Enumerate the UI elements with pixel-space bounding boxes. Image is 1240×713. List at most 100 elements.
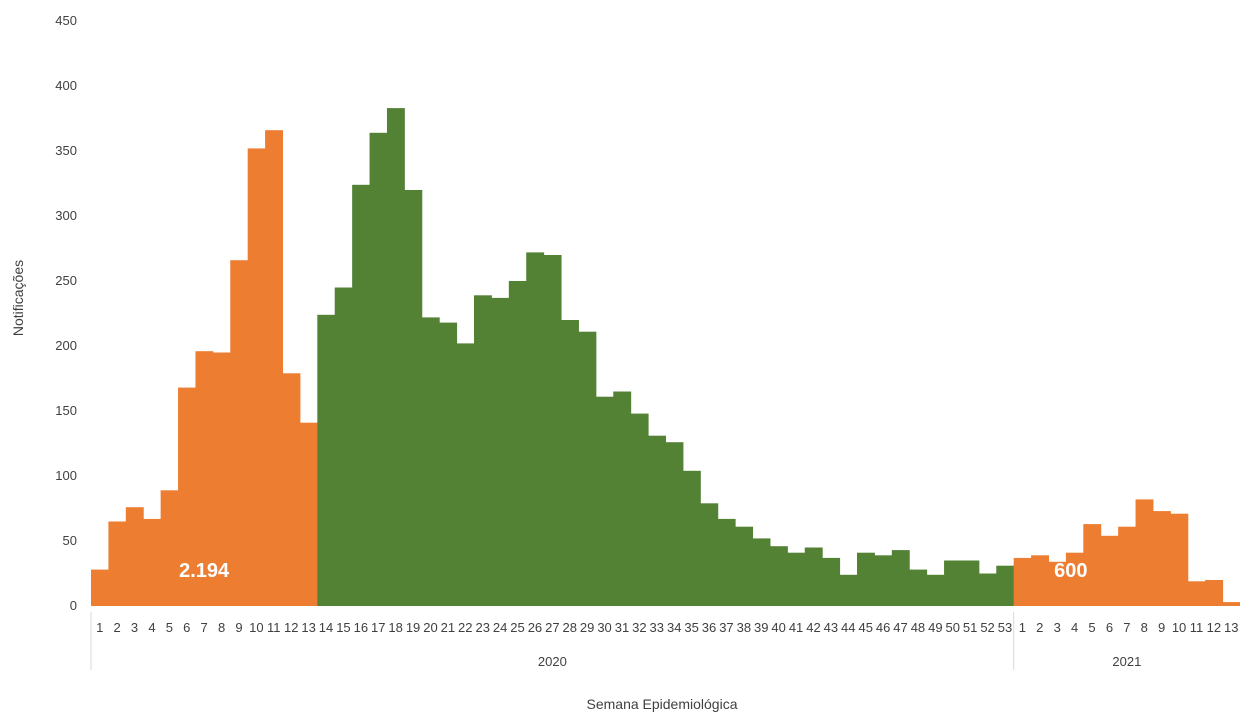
x-tick-label: 33	[650, 620, 664, 635]
x-tick-label: 45	[858, 620, 872, 635]
x-tick-label: 48	[911, 620, 925, 635]
bar	[978, 573, 997, 606]
x-tick-label: 42	[806, 620, 820, 635]
bar	[665, 442, 684, 606]
bar	[1222, 602, 1240, 606]
bar	[857, 552, 875, 606]
x-tick-label: 38	[737, 620, 751, 635]
x-tick-label: 32	[632, 620, 646, 635]
bar	[944, 560, 962, 606]
bar	[125, 507, 144, 606]
bar	[961, 560, 980, 606]
x-tick-label: 4	[1071, 620, 1078, 635]
y-tick-label: 400	[55, 78, 77, 93]
x-tick-label: 21	[441, 620, 455, 635]
x-tick-label: 7	[1123, 620, 1130, 635]
bar	[700, 503, 719, 606]
bar	[595, 396, 614, 606]
x-tick-label: 39	[754, 620, 768, 635]
bar	[386, 108, 405, 606]
x-tick-label: 24	[493, 620, 507, 635]
x-tick-label: 9	[1158, 620, 1165, 635]
bar	[508, 281, 527, 606]
x-tick-label: 2	[1036, 620, 1043, 635]
bar	[1031, 555, 1049, 606]
x-tick-label: 23	[475, 620, 489, 635]
x-tick-label: 20	[423, 620, 437, 635]
bar	[143, 518, 162, 606]
bar	[299, 422, 318, 606]
x-tick-label: 8	[218, 620, 225, 635]
x-tick-label: 12	[1207, 620, 1221, 635]
y-tick-label: 350	[55, 143, 77, 158]
bar	[1205, 580, 1224, 606]
bar	[456, 343, 475, 606]
x-tick-label: 47	[893, 620, 907, 635]
bar	[247, 148, 266, 606]
bar	[1100, 535, 1119, 606]
bar	[769, 546, 788, 606]
bar	[369, 132, 388, 607]
year-group-label: 2021	[1112, 654, 1141, 669]
y-axis-title: Notificações	[10, 260, 26, 336]
bar	[787, 552, 806, 606]
x-tick-label: 9	[235, 620, 242, 635]
bar	[195, 351, 214, 606]
bar	[735, 526, 754, 606]
x-tick-label: 3	[131, 620, 138, 635]
x-tick-label: 34	[667, 620, 681, 635]
y-tick-label: 0	[70, 598, 77, 613]
y-tick-label: 250	[55, 273, 77, 288]
x-tick-label: 37	[719, 620, 733, 635]
period-total-label: 2.194	[179, 560, 230, 582]
bar	[1013, 557, 1032, 606]
x-tick-label: 27	[545, 620, 559, 635]
bar	[1152, 511, 1171, 606]
period-labels: 2.194 600	[179, 560, 1087, 582]
x-tick-label: 13	[1224, 620, 1238, 635]
x-tick-label: 14	[319, 620, 333, 635]
x-tick-label: 19	[406, 620, 420, 635]
year-groups: 2020 2021	[90, 612, 1141, 670]
y-tick-label: 200	[55, 338, 77, 353]
x-tick-label: 40	[771, 620, 785, 635]
bar	[230, 260, 249, 606]
bar	[334, 287, 353, 606]
bar	[91, 569, 109, 606]
bar	[178, 387, 196, 606]
bar	[926, 574, 945, 606]
bar	[1170, 513, 1189, 606]
x-tick-label: 44	[841, 620, 855, 635]
x-tick-label: 26	[528, 620, 542, 635]
x-axis: 1 2 3 4 5 6 7 8 9 10 11 12 13 14 15 16 17 18 19 20 21 22 23 24 2…	[96, 620, 1238, 635]
x-tick-label: 3	[1054, 620, 1061, 635]
x-tick-label: 8	[1141, 620, 1148, 635]
bar	[439, 322, 458, 606]
x-tick-label: 6	[1106, 620, 1113, 635]
x-tick-label: 46	[876, 620, 890, 635]
x-tick-label: 43	[824, 620, 838, 635]
bar	[1083, 524, 1102, 606]
x-tick-label: 41	[789, 620, 803, 635]
bar	[630, 413, 649, 606]
bar	[543, 255, 562, 606]
x-tick-label: 13	[301, 620, 315, 635]
x-tick-label: 49	[928, 620, 942, 635]
x-tick-label: 11	[267, 620, 281, 635]
x-tick-label: 31	[615, 620, 629, 635]
x-tick-label: 6	[183, 620, 190, 635]
bar	[265, 130, 283, 606]
bar	[491, 297, 510, 606]
bar	[909, 569, 928, 606]
bar	[648, 435, 666, 606]
bar	[1065, 552, 1084, 606]
x-tick-label: 5	[1088, 620, 1095, 635]
period-total-label: 600	[1054, 560, 1087, 582]
x-tick-label: 16	[354, 620, 368, 635]
bar	[1187, 581, 1206, 606]
x-tick-label: 2	[113, 620, 120, 635]
x-tick-label: 28	[563, 620, 577, 635]
bar	[839, 574, 858, 606]
x-tick-label: 10	[1172, 620, 1186, 635]
